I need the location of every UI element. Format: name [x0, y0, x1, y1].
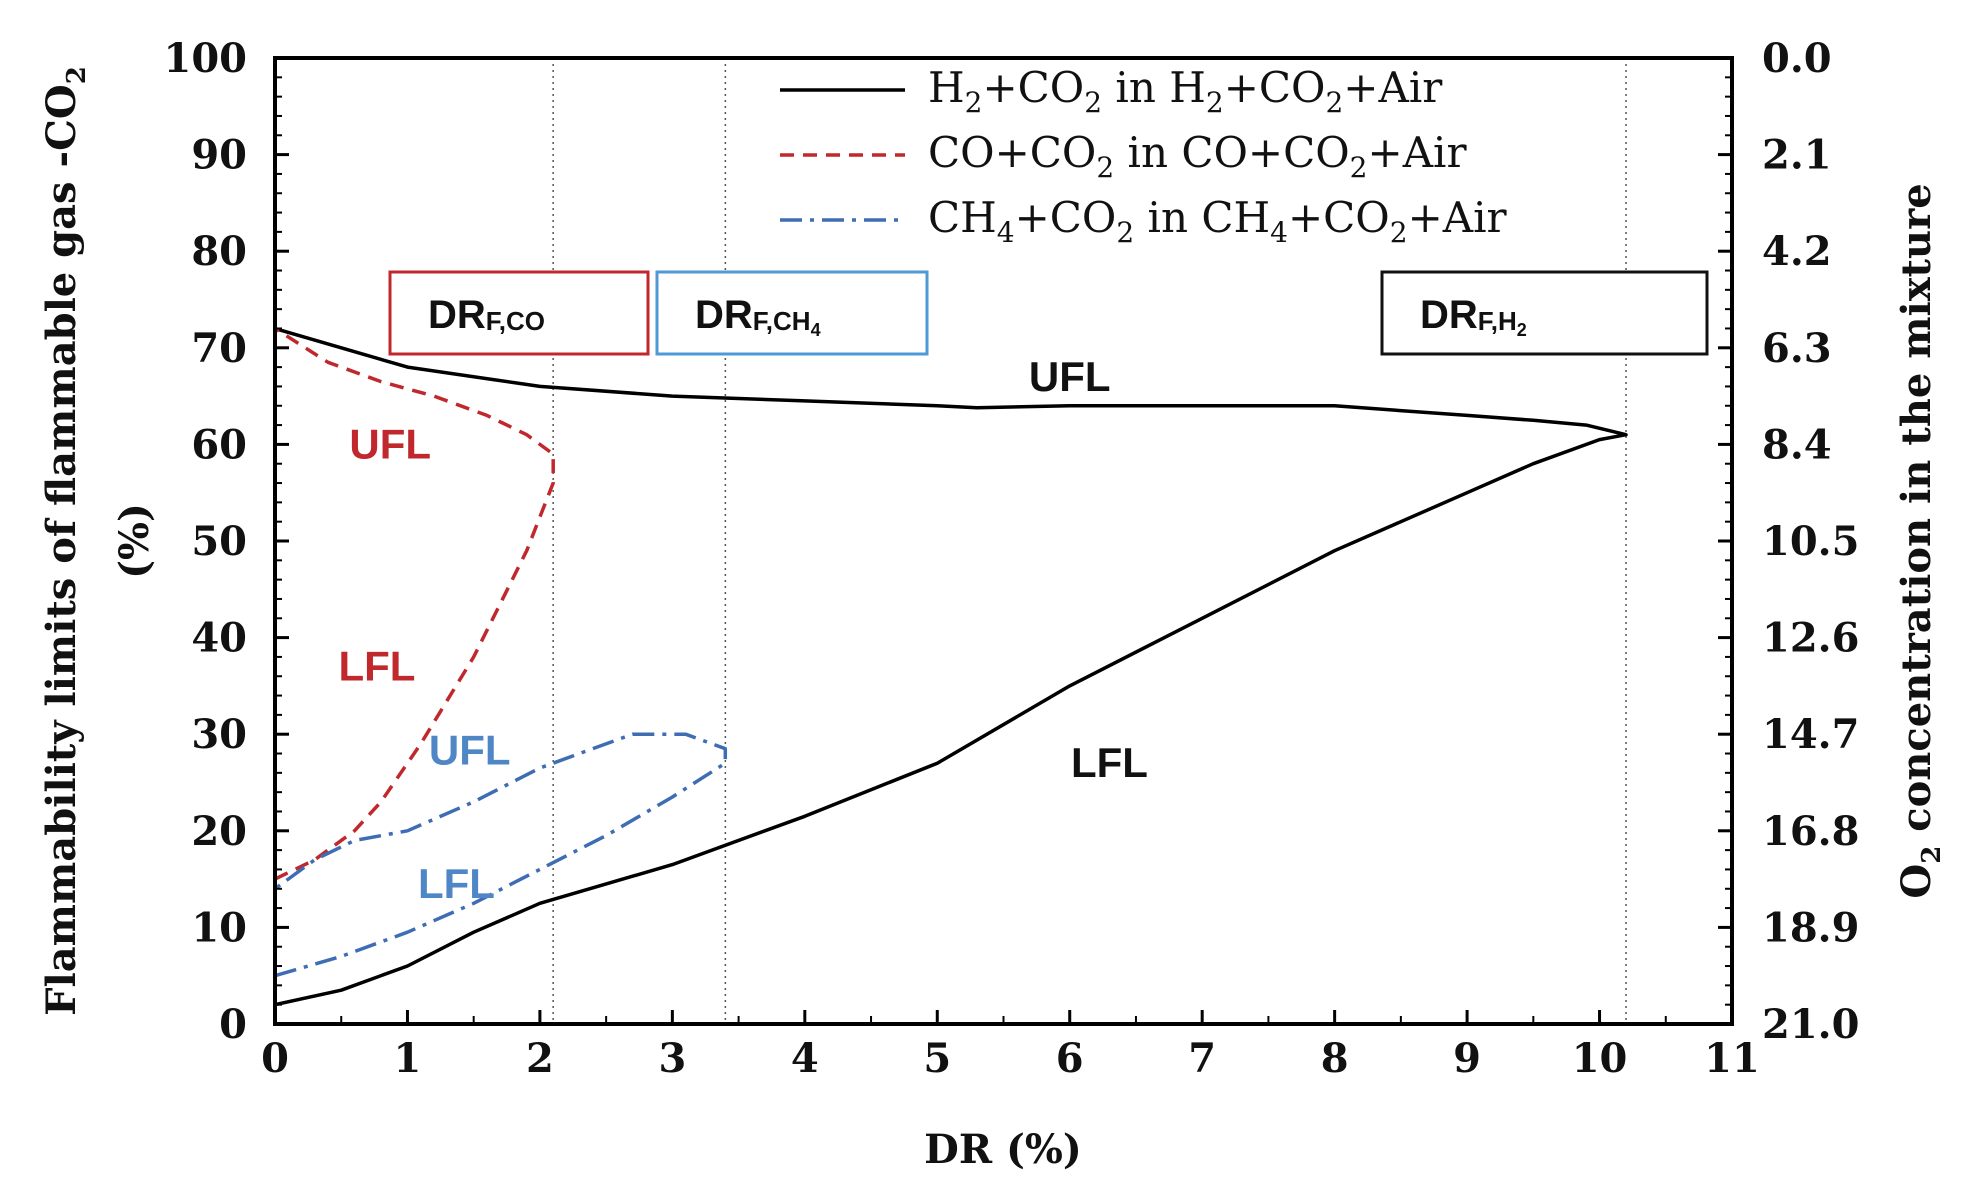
- svg-text:Flammability limits of flammab: Flammability limits of flammable gas -CO…: [38, 66, 92, 1016]
- x-tick-label: 6: [1056, 1035, 1084, 1082]
- threshold-box-0: [388, 270, 650, 356]
- x-tick-label: 7: [1188, 1035, 1216, 1082]
- y2-tick-label: 18.9: [1762, 904, 1859, 951]
- x-tick-label: 3: [658, 1035, 686, 1082]
- x-tick-label: 1: [394, 1035, 422, 1082]
- x-tick-label: 8: [1321, 1035, 1349, 1082]
- y-tick-label: 90: [191, 132, 247, 179]
- annotations: UFL LFL UFL LFL UFL LFL: [339, 353, 1148, 907]
- series-line-1: [275, 327, 555, 881]
- y-tick-label: 80: [191, 228, 247, 275]
- y-tick-label: 10: [191, 904, 247, 951]
- annotation-ufl-0: UFL: [1029, 353, 1111, 400]
- y2-tick-label: 0.0: [1762, 35, 1832, 82]
- y2-tick-label: 4.2: [1762, 228, 1832, 275]
- y-axis-title: Flammability limits of flammable gas -CO…: [38, 66, 158, 1016]
- threshold-box-1: [655, 270, 929, 356]
- y2-axis-title-main: O: [1893, 864, 1940, 899]
- y2-tick-label: 2.1: [1762, 132, 1832, 179]
- annotation-lfl-1: LFL: [1071, 739, 1148, 786]
- legend-label-2: CH4+CO2 in CH4+CO2+Air: [928, 193, 1508, 249]
- y2-tick-label: 8.4: [1762, 421, 1832, 468]
- legend-label-1: CO+CO2 in CO+CO2+Air: [928, 128, 1467, 184]
- threshold-box-label-2: DRF,H2: [1420, 293, 1527, 340]
- y-tick-label: 70: [191, 325, 247, 372]
- y-tick-label: 50: [191, 518, 247, 565]
- x-axis-title: DR (%): [924, 1126, 1082, 1173]
- x-tick-label: 10: [1572, 1035, 1628, 1082]
- x-tick-label: 4: [791, 1035, 819, 1082]
- svg-text:O2 concentration in the mixtur: O2 concentration in the mixture: [1893, 183, 1947, 898]
- y2-axis-title-rest: concentration in the mixture: [1893, 183, 1940, 845]
- annotation-lfl-3: LFL: [339, 643, 416, 690]
- y2-axis-title-sub: 2: [1917, 846, 1947, 864]
- legend-label-0: H2+CO2 in H2+CO2+Air: [928, 63, 1443, 119]
- series-line-0: [275, 326, 1628, 1007]
- legend: H2+CO2 in H2+CO2+Air CO+CO2 in CO+CO2+Air…: [780, 63, 1508, 249]
- x-tick-label: 2: [526, 1035, 554, 1082]
- y2-tick-label: 14.7: [1762, 711, 1859, 758]
- y2-tick-label: 16.8: [1762, 808, 1859, 855]
- y-axis-title-unit: (%): [111, 503, 158, 579]
- plot-area: [275, 58, 1628, 1024]
- annotation-ufl-2: UFL: [349, 420, 431, 467]
- y-tick-label: 100: [164, 35, 248, 82]
- y2-tick-label: 6.3: [1762, 325, 1832, 372]
- y-tick-label: 0: [219, 1001, 247, 1048]
- series-line-2: [275, 732, 728, 978]
- x-tick-label: 0: [261, 1035, 289, 1082]
- y-tick-label: 20: [191, 808, 247, 855]
- x-tick-label: 9: [1453, 1035, 1481, 1082]
- y-tick-label: 60: [191, 421, 247, 468]
- axes: 0 1 2 3 4 5 6 7 8 9 10 11 0 21.0 10 18.9 20 16.8 30 14.7 40 1…: [164, 35, 1860, 1082]
- y-axis-title-sub: 2: [62, 66, 92, 84]
- y-tick-label: 40: [191, 615, 247, 662]
- x-tick-label: 11: [1704, 1035, 1760, 1082]
- threshold-box-label-0: DRF,CO: [428, 293, 545, 337]
- y2-tick-label: 12.6: [1762, 615, 1859, 662]
- y2-tick-label: 10.5: [1762, 518, 1859, 565]
- threshold-boxes: DRF,CO DRF,CH4 DRF,H2: [388, 270, 1709, 356]
- threshold-box-2: [1380, 270, 1709, 356]
- annotation-ufl-4: UFL: [429, 727, 511, 774]
- y-tick-label: 30: [191, 711, 247, 758]
- x-tick-label: 5: [923, 1035, 951, 1082]
- y-axis-title-main: Flammability limits of flammable gas -CO: [38, 84, 85, 1016]
- annotation-lfl-5: LFL: [418, 860, 495, 907]
- y2-axis-title: O2 concentration in the mixture: [1893, 183, 1947, 898]
- y2-tick-label: 21.0: [1762, 1001, 1859, 1048]
- threshold-box-label-1: DRF,CH4: [695, 293, 821, 340]
